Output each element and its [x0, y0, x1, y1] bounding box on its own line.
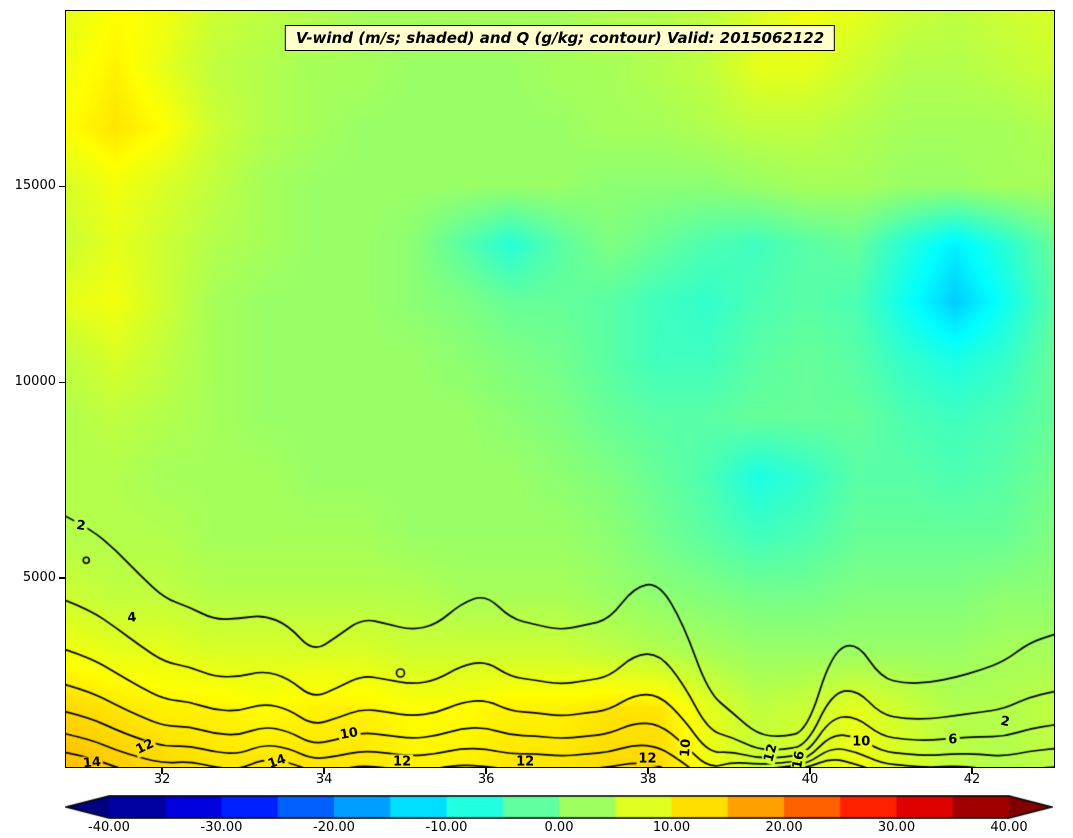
x-tick-label: 38 — [639, 772, 657, 787]
colorbar — [65, 795, 1053, 819]
colorbar-tick-label: 30.00 — [877, 820, 916, 835]
colorbar-tick-label: 40.00 — [990, 820, 1028, 835]
colorbar-tick-label: 10.00 — [652, 820, 691, 835]
colorbar-tick-label: 20.00 — [765, 820, 803, 835]
y-tick-label: 10000 — [14, 374, 56, 390]
y-tick-mark — [59, 381, 65, 384]
plot-title: V-wind (m/s; shaded) and Q (g/kg; contou… — [284, 25, 836, 51]
y-tick-label: 5000 — [22, 569, 56, 585]
x-tick-label: 42 — [963, 772, 981, 787]
plot-area: 2 4 10 12 14 14 12 12 12 10 12 16 10 6 2 V-wind (m/s; … — [65, 10, 1055, 772]
colorbar-tick-label: -10.00 — [425, 820, 468, 835]
colorbar-tick-label: -30.00 — [200, 820, 243, 835]
colorbar-tick-labels: -40.00 -30.00 -20.00 -10.00 0.00 10.00 20.00 30… — [65, 820, 1053, 838]
y-tick-mark — [59, 577, 65, 579]
x-tick-mark — [161, 768, 163, 774]
x-tick-mark — [971, 768, 973, 774]
colorbar-tick-label: -20.00 — [313, 820, 355, 835]
x-tick-label: 40 — [801, 772, 819, 787]
y-tick-mark — [59, 185, 65, 188]
x-tick-mark — [323, 768, 325, 774]
x-tick-label: 34 — [315, 772, 333, 787]
y-tick-label: 15000 — [14, 178, 56, 194]
colorbar-tick-label: 0.00 — [544, 820, 574, 835]
x-tick-label: 32 — [153, 772, 171, 787]
x-tick-label: 36 — [477, 772, 495, 787]
field-canvas — [66, 11, 1054, 767]
x-tick-mark — [485, 768, 487, 774]
x-tick-mark — [809, 768, 811, 774]
colorbar-tick-label: -40.00 — [88, 820, 130, 835]
x-tick-mark — [647, 768, 649, 774]
colorbar-canvas — [65, 795, 1053, 819]
